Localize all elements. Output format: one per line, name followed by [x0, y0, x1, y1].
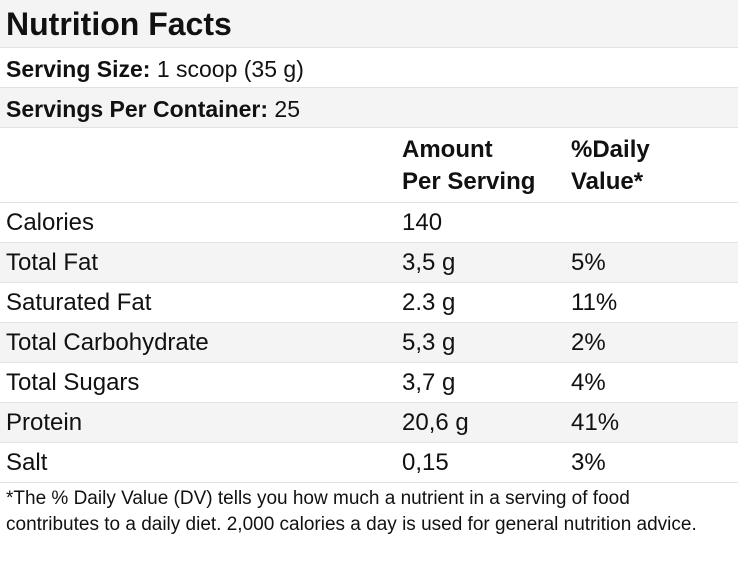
serving-size: Serving Size: 1 scoop (35 g) — [6, 55, 304, 83]
nutrient-daily-value: 3% — [571, 449, 606, 476]
nutrient-name: Calories — [6, 209, 95, 236]
title-row: Nutrition Facts — [0, 0, 738, 48]
amount-column-header: Amount Per Serving — [402, 134, 567, 198]
serving-size-row: Serving Size: 1 scoop (35 g) — [0, 48, 738, 88]
nutrient-amount: 2.3 g — [402, 289, 456, 316]
nutrient-amount: 3,5 g — [402, 249, 456, 276]
nutrient-amount: 3,7 g — [402, 369, 456, 396]
amount-header-line2: Per Serving — [402, 168, 536, 195]
nutrient-daily-value: 2% — [571, 329, 606, 356]
nutrient-name: Salt — [6, 449, 48, 476]
servings-per-container-label: Servings Per Container: — [6, 96, 269, 122]
servings-per-container: Servings Per Container: 25 — [6, 95, 300, 123]
nutrient-amount: 0,15 — [402, 449, 449, 476]
nutrient-name: Protein — [6, 409, 83, 436]
page-title: Nutrition Facts — [6, 6, 232, 42]
column-header-row: Amount Per Serving %Daily Value* — [0, 128, 738, 203]
nutrient-row-total-sugars: Total Sugars 3,7 g 4% — [0, 363, 738, 403]
nutrient-row-salt: Salt 0,15 3% — [0, 443, 738, 483]
nutrient-daily-value: 11% — [571, 289, 618, 316]
nutrient-daily-value: 41% — [571, 409, 620, 436]
daily-value-column-header: %Daily Value* — [571, 134, 711, 198]
amount-header-line1: Amount — [402, 136, 493, 163]
nutrient-name: Total Sugars — [6, 369, 140, 396]
nutrient-daily-value: 4% — [571, 369, 606, 396]
dv-header-line1: %Daily — [571, 136, 650, 163]
dv-header-line2: Value* — [571, 168, 644, 195]
servings-per-container-value: 25 — [268, 96, 301, 122]
nutrient-name: Saturated Fat — [6, 289, 152, 316]
nutrient-name: Total Fat — [6, 249, 99, 276]
nutrient-amount: 5,3 g — [402, 329, 456, 356]
nutrient-daily-value: 5% — [571, 249, 606, 276]
serving-size-value: 1 scoop (35 g) — [150, 56, 304, 82]
nutrient-row-protein: Protein 20,6 g 41% — [0, 403, 738, 443]
nutrient-row-total-fat: Total Fat 3,5 g 5% — [0, 243, 738, 283]
nutrient-row-saturated-fat: Saturated Fat 2.3 g 11% — [0, 283, 738, 323]
daily-value-footnote: *The % Daily Value (DV) tells you how mu… — [6, 488, 697, 535]
serving-size-label: Serving Size: — [6, 56, 151, 82]
nutrient-name: Total Carbohydrate — [6, 329, 209, 356]
nutrient-row-calories: Calories 140 — [0, 203, 738, 243]
nutrient-amount: 20,6 g — [402, 409, 469, 436]
servings-per-container-row: Servings Per Container: 25 — [0, 88, 738, 128]
nutrient-row-total-carbohydrate: Total Carbohydrate 5,3 g 2% — [0, 323, 738, 363]
nutrient-amount: 140 — [402, 209, 443, 236]
